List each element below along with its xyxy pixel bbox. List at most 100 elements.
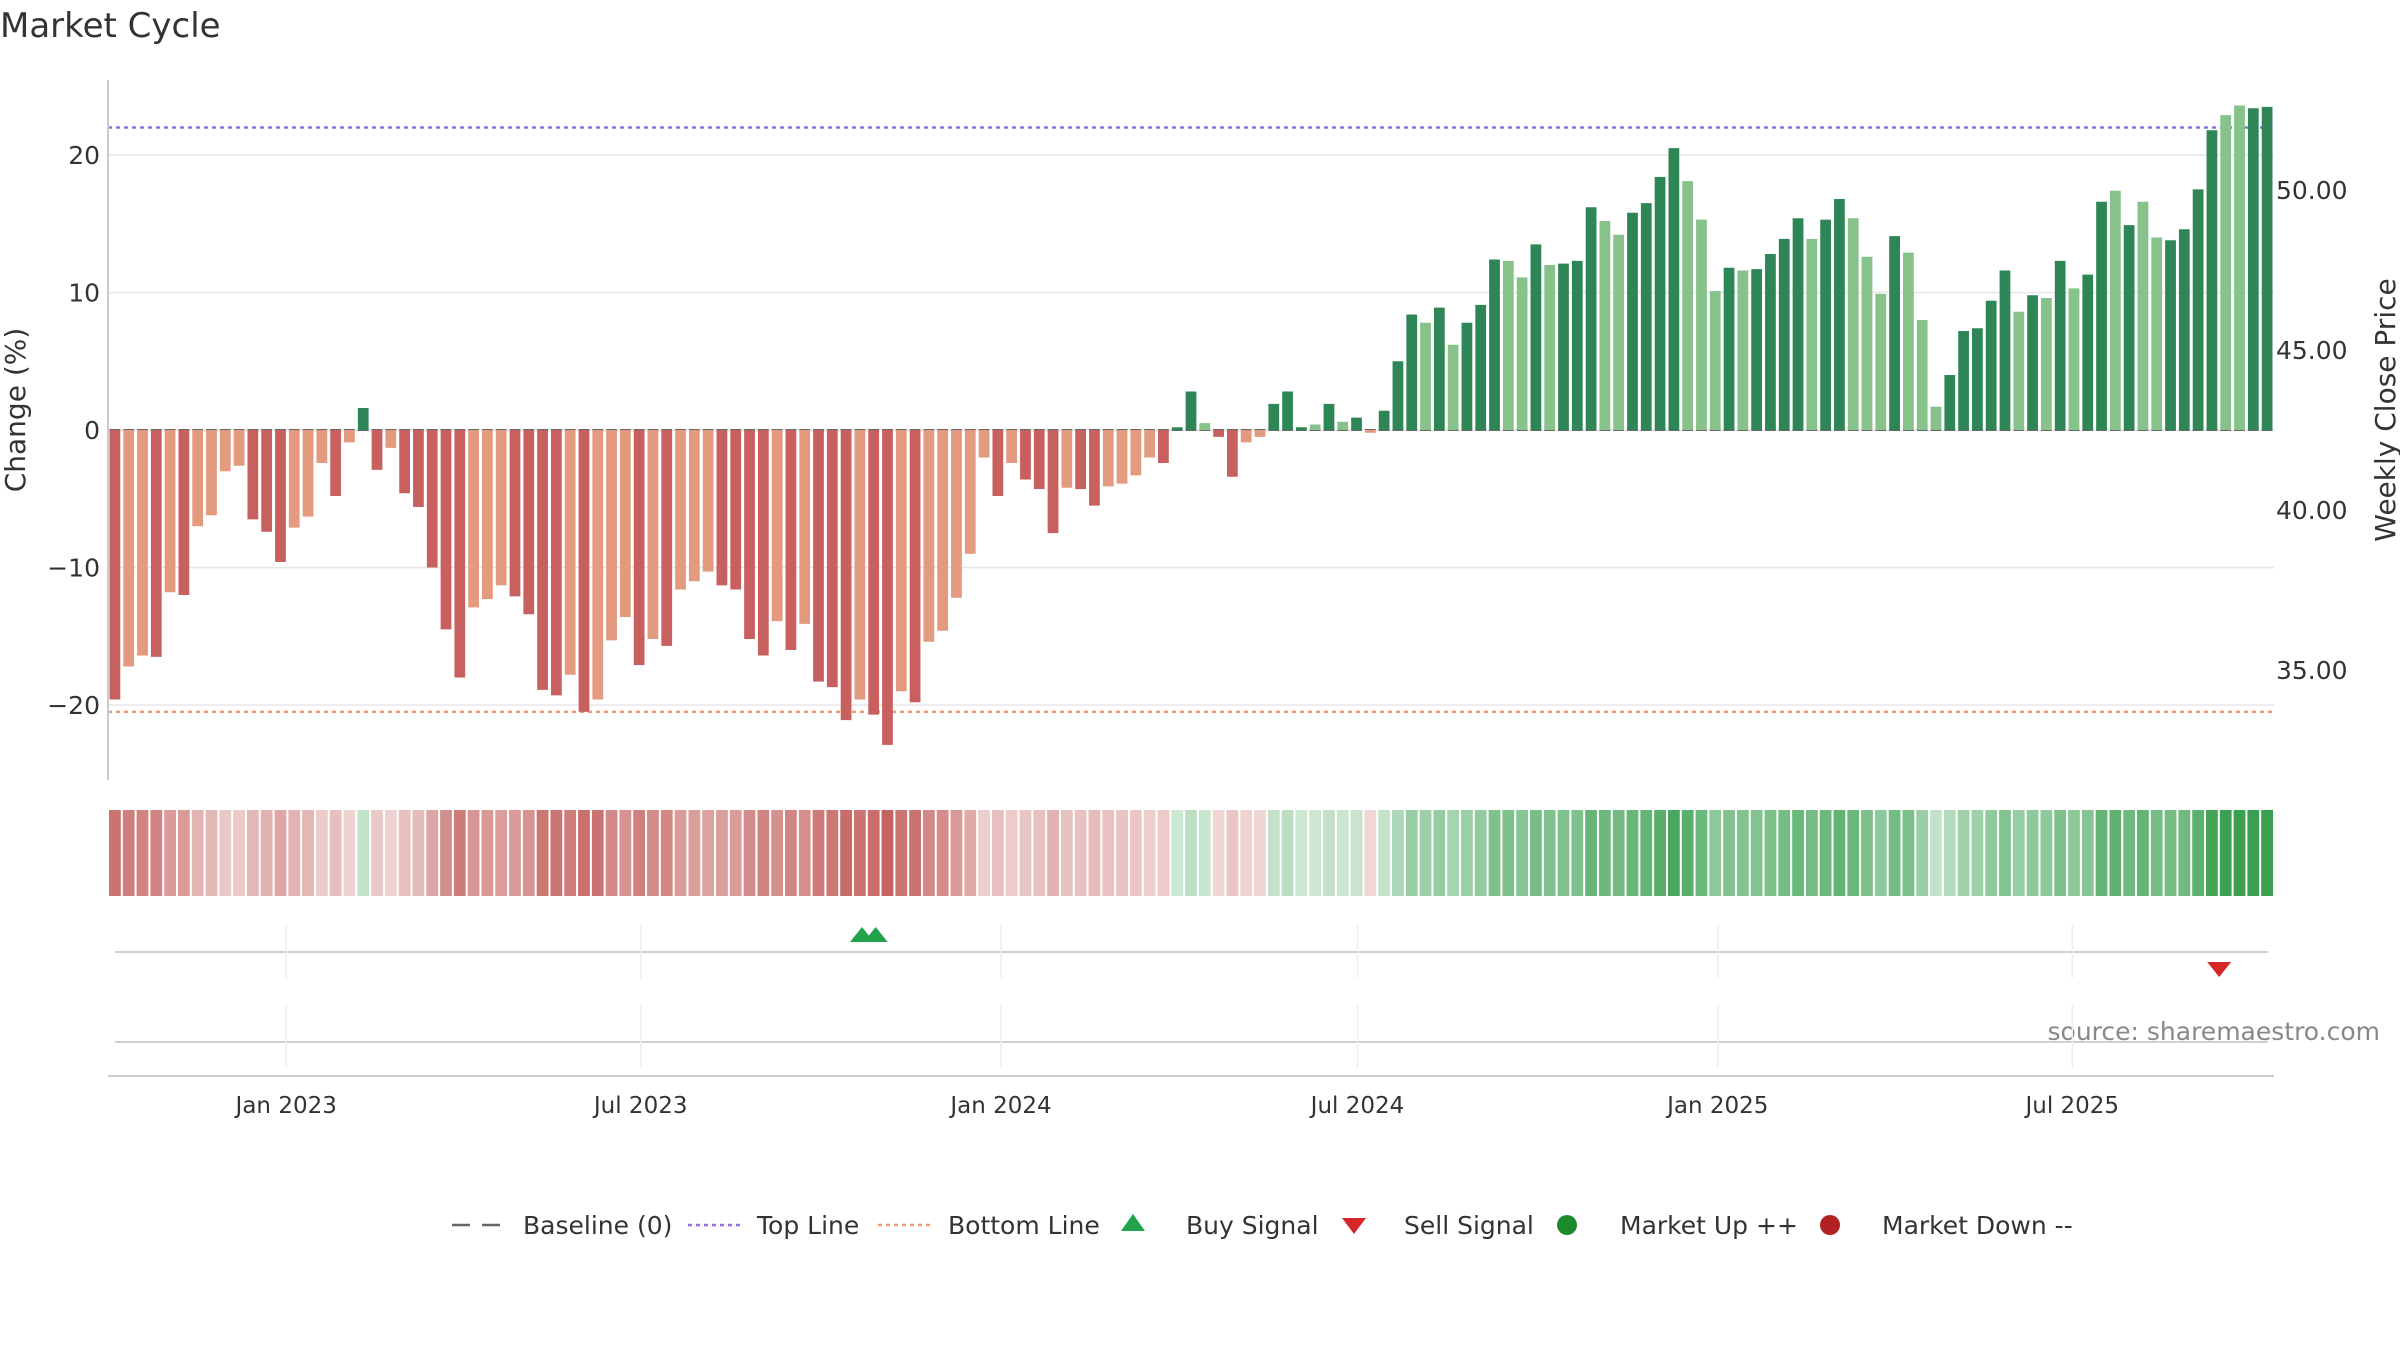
change-bar (2054, 260, 2066, 430)
strip-cell (936, 810, 949, 896)
strip-cell (674, 810, 687, 896)
legend-swatch (1820, 1215, 1840, 1235)
change-bar (1820, 219, 1832, 430)
change-bar (923, 430, 935, 642)
change-bar (1268, 403, 1280, 430)
change-bar (1047, 430, 1059, 534)
strip-cell (1764, 810, 1777, 896)
change-bar (1351, 417, 1362, 430)
strip-cell (812, 810, 825, 896)
change-bar (550, 430, 562, 696)
change-bar (578, 430, 590, 712)
change-bar (633, 430, 645, 666)
change-bar (537, 430, 548, 690)
strip-cell (1709, 810, 1722, 896)
y-tick-label: −10 (47, 554, 100, 583)
change-bar (744, 430, 755, 639)
change-bar (1213, 430, 1224, 437)
strip-cell (1488, 810, 1501, 896)
change-bar (1985, 300, 1997, 430)
strip-cell (702, 810, 715, 896)
strip-cell (1778, 810, 1791, 896)
strip-cell (177, 810, 190, 896)
strip-cell (1336, 810, 1349, 896)
strip-cell (2261, 810, 2273, 896)
strip-cell (1074, 810, 1087, 896)
strip-cell (109, 810, 121, 896)
change-bar (1130, 430, 1142, 476)
strip-cell (1088, 810, 1101, 896)
change-bar (1903, 252, 1914, 430)
change-bar (1461, 322, 1473, 430)
change-bar (316, 430, 328, 463)
strip-cell (867, 810, 880, 896)
change-bar (854, 430, 866, 700)
strip-cell (1750, 810, 1763, 896)
strip-cell (122, 810, 135, 896)
change-bar (1778, 238, 1790, 430)
strip-cell (564, 810, 577, 896)
strip-cell (1254, 810, 1266, 896)
y-tick-label: 20 (68, 141, 100, 170)
strip-cell (219, 810, 232, 896)
strip-cell (1571, 810, 1584, 896)
strip-cell (1695, 810, 1708, 896)
change-bar (509, 430, 521, 597)
change-bar (2137, 201, 2149, 430)
change-bar (1571, 260, 1583, 430)
strip-cell (2081, 810, 2094, 896)
strip-cell (1502, 810, 1515, 896)
strip-cell (1447, 810, 1460, 896)
change-bar (1171, 427, 1183, 430)
strip-cell (2095, 810, 2108, 896)
change-bar (1765, 254, 1776, 430)
change-bar (1006, 430, 1018, 463)
axes: 20 10 0 −10 −20 50.00 45.00 40.00 35.00 (47, 80, 2348, 780)
strip-cell (1433, 810, 1446, 896)
strip-cell (260, 810, 273, 896)
change-bar (1420, 322, 1431, 430)
change-bar (1240, 430, 1252, 443)
change-bar (413, 430, 424, 507)
change-bar (1475, 304, 1487, 430)
change-bar (357, 408, 369, 430)
strip-cell (2233, 810, 2246, 896)
change-bar (1792, 218, 1804, 430)
change-bar (2109, 190, 2121, 430)
strip-cell (426, 810, 439, 896)
change-bar (495, 430, 507, 586)
change-bar (1709, 291, 1721, 430)
change-bar (1999, 270, 2011, 430)
strip-cell (205, 810, 218, 896)
change-bar (440, 430, 452, 630)
x-tick-label: Jan 2025 (1665, 1093, 1768, 1119)
strip-cell (233, 810, 245, 896)
strip-cell (1157, 810, 1170, 896)
legend-label: Market Down -- (1882, 1211, 2073, 1240)
x-tick-label: Jan 2023 (234, 1093, 337, 1119)
change-bar (1144, 430, 1155, 458)
change-bar (2220, 115, 2232, 430)
change-bar (2234, 105, 2245, 430)
strip-cell (1847, 810, 1860, 896)
change-bar (730, 430, 742, 590)
strip-cell (991, 810, 1004, 896)
change-bar (178, 430, 190, 595)
change-bar (123, 430, 135, 667)
change-bar (840, 430, 852, 721)
change-bar (1392, 361, 1404, 430)
change-bar (482, 430, 493, 600)
strip-cell (785, 810, 797, 896)
strip-cell (343, 810, 356, 896)
strip-cell (1323, 810, 1335, 896)
change-bar (1020, 430, 1031, 480)
legend-item-baseline: Baseline (0) (452, 1211, 672, 1240)
change-bar (2151, 237, 2163, 430)
strip-cell (895, 810, 908, 896)
change-bar (661, 430, 673, 646)
change-bar (1930, 406, 1942, 430)
legend-swatch (1121, 1214, 1145, 1231)
change-bar (619, 430, 631, 617)
strip-cell (591, 810, 604, 896)
